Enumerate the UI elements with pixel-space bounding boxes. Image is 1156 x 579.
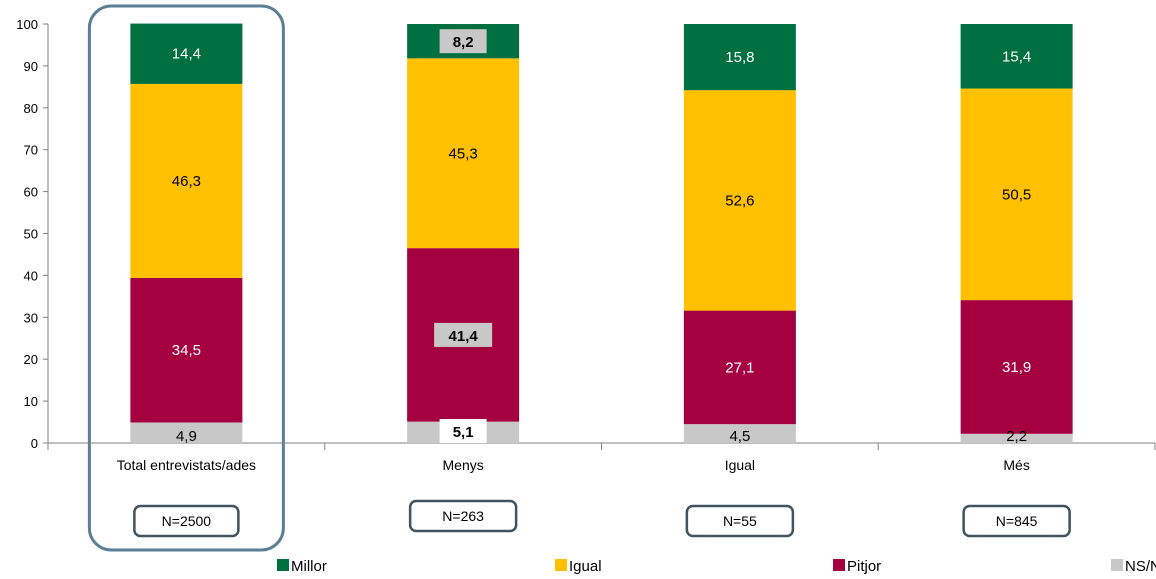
y-tick-label: 50 (24, 227, 38, 242)
y-tick-label: 100 (16, 17, 38, 32)
highlight-frame (87, 4, 285, 552)
y-tick-label: 20 (24, 352, 38, 367)
bar-segment-millor (960, 24, 1073, 89)
y-tick-label: 70 (24, 143, 38, 158)
bar-segment-igual (960, 88, 1073, 301)
data-label-highlight-box (439, 419, 487, 443)
data-label: 31,9 (1002, 359, 1031, 376)
legend-label: Millor (291, 558, 327, 575)
bar-segment-millor (683, 24, 796, 91)
legend-label: Pitjor (847, 558, 881, 575)
category-label: Menys (443, 457, 484, 473)
legend-swatch (277, 559, 289, 571)
sample-size-box (408, 499, 518, 533)
bar-segment-pitjor (130, 277, 243, 423)
data-label: 45,3 (449, 145, 478, 162)
bar-segment-millor (130, 23, 243, 84)
y-tick-label: 10 (24, 394, 38, 409)
data-label: 46,3 (172, 173, 201, 190)
data-label: 41,4 (449, 328, 479, 345)
bar-segment-pitjor (683, 310, 796, 425)
sample-size-label: N=845 (996, 513, 1038, 529)
data-label-highlight-box (434, 322, 493, 347)
y-tick-label: 80 (24, 101, 38, 116)
data-label: 15,4 (1002, 48, 1031, 65)
bar-segment-pitjor (960, 300, 1073, 434)
sample-size-box (962, 504, 1071, 538)
y-tick-label: 0 (31, 436, 38, 451)
sample-size-label: N=55 (723, 513, 757, 529)
bar-segment-igual (130, 83, 243, 278)
legend-label: NS/NC (1125, 558, 1156, 575)
y-tick-label: 90 (24, 59, 38, 74)
category-label: Total entrevistats/ades (117, 457, 256, 473)
data-label: 52,6 (725, 192, 754, 209)
legend-swatch (555, 559, 567, 571)
legend-swatch (1111, 559, 1123, 571)
data-label: 14,4 (172, 46, 201, 63)
data-label: 2,2 (1006, 428, 1027, 445)
legend-label: Igual (569, 558, 602, 575)
category-label: Més (1003, 457, 1029, 473)
data-label: 34,5 (172, 342, 201, 359)
bar-segment-ns-nc (683, 424, 796, 443)
data-label: 4,9 (176, 428, 197, 445)
sample-size-box (685, 504, 795, 538)
bar-segment-ns-nc (130, 422, 243, 443)
y-tick-label: 30 (24, 310, 38, 325)
category-label: Igual (725, 457, 755, 473)
bar-segment-igual (683, 90, 796, 311)
y-tick-label: 60 (24, 185, 38, 200)
sample-size-label: N=2500 (162, 513, 212, 529)
sample-size-box (133, 504, 240, 538)
sample-size-label: N=263 (442, 508, 484, 524)
data-label: 5,1 (453, 424, 474, 441)
y-tick-label: 40 (24, 268, 38, 283)
data-label: 27,1 (725, 359, 754, 376)
data-label: 15,8 (725, 49, 754, 66)
data-label: 8,2 (453, 34, 474, 51)
data-label: 50,5 (1002, 186, 1031, 203)
bar-segment-igual (407, 58, 520, 249)
bar-segment-ns-nc (960, 433, 1073, 443)
legend-swatch (833, 559, 845, 571)
data-label-highlight-box (439, 29, 487, 54)
data-label: 4,5 (729, 428, 750, 445)
